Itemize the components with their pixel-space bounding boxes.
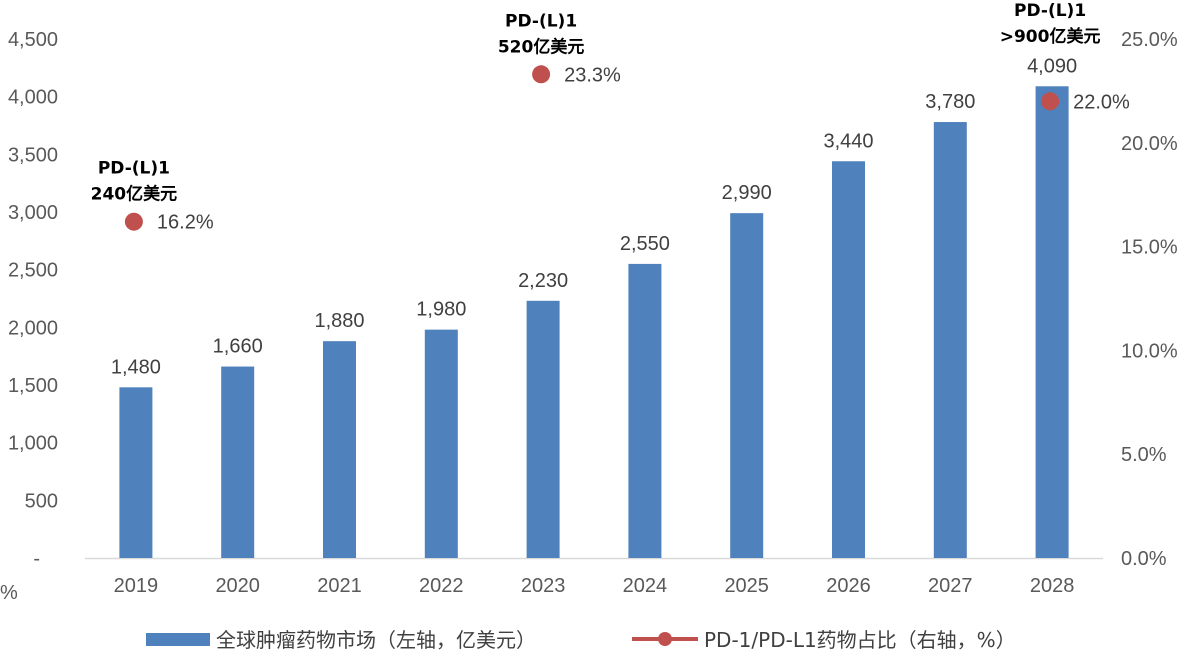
annotation-line: 240亿美元 [91, 184, 178, 205]
x-tick-label: 2023 [521, 575, 566, 597]
bar [628, 263, 662, 558]
bar [323, 341, 356, 558]
left-unit-fragment: % [0, 582, 18, 604]
left-tick-label: 3,500 [8, 144, 58, 166]
right-tick-label: 15.0% [1121, 237, 1178, 259]
annotation-line: PD-(L)1 [505, 11, 577, 31]
bar-series [119, 86, 1069, 559]
left-tick-label: 4,000 [8, 87, 58, 109]
bar [1035, 86, 1069, 558]
legend-swatch-bar [146, 633, 210, 646]
legend: 全球肿瘤药物市场（左轴，亿美元） PD-1/PD-L1药物占比（右轴，%） [146, 628, 1016, 652]
right-tick-label: 10.0% [1121, 340, 1178, 362]
x-tick-label: 2027 [928, 575, 973, 597]
bar [832, 161, 865, 558]
legend-label: 全球肿瘤药物市场（左轴，亿美元） [216, 628, 536, 652]
bar [221, 366, 255, 558]
left-tick-label: - [33, 548, 40, 570]
left-tick-label: 1,500 [8, 375, 58, 397]
x-tick-labels: 2019 2020 2021 2022 2023 2024 2025 2026 2027 2028 [114, 575, 1075, 597]
x-tick-label: 2024 [623, 575, 668, 597]
bar-value-label: 1,480 [111, 356, 161, 378]
left-tick-label: 2,000 [8, 317, 58, 339]
legend-swatch-marker [658, 632, 672, 646]
ratio-value-label: 22.0% [1073, 91, 1130, 113]
annotations: PD-(L)1 240亿美元 PD-(L)1 520亿美元 PD-(L)1 >900亿美元 [91, 1, 1101, 205]
left-tick-label: 3,000 [8, 202, 58, 224]
annotation-line: >900亿美元 [1000, 26, 1101, 47]
right-axis-ticks: 0.0% 5.0% 10.0% 15.0% 20.0% 25.0% [1121, 29, 1178, 570]
bar-value-label: 1,880 [314, 310, 364, 332]
bar-value-label: 3,780 [925, 91, 975, 113]
ratio-points: 16.2% 23.3% 22.0% [124, 64, 1130, 234]
annotation-line: 520亿美元 [498, 36, 585, 57]
left-tick-label: 2,500 [8, 260, 58, 282]
bar [119, 387, 153, 558]
ratio-value-label: 16.2% [157, 212, 214, 234]
right-tick-label: 25.0% [1121, 29, 1178, 51]
bar [424, 329, 458, 558]
bar [730, 213, 764, 559]
bar-value-label: 1,980 [416, 299, 466, 321]
bar-data-labels: 1,480 1,660 1,880 1,980 2,230 2,550 2,990 3,440… [111, 55, 1077, 378]
left-tick-label: 1,000 [8, 433, 58, 455]
bar-value-label: 2,990 [722, 182, 772, 204]
left-axis-ticks: - 500 1,000 1,500 2,000 2,500 3,000 3,500 4,000 4… [8, 29, 58, 570]
x-tick-label: 2022 [419, 575, 464, 597]
x-tick-label: 2028 [1030, 575, 1075, 597]
bar-value-label: 2,230 [518, 270, 568, 292]
right-tick-label: 5.0% [1121, 444, 1167, 466]
right-tick-label: 0.0% [1121, 548, 1167, 570]
left-tick-label: 500 [25, 490, 58, 512]
x-tick-label: 2019 [114, 575, 159, 597]
annotation-line: PD-(L)1 [98, 159, 170, 179]
bar-value-label: 1,660 [213, 336, 263, 358]
ratio-point [532, 65, 551, 84]
bar [933, 122, 967, 558]
x-tick-label: 2020 [215, 575, 260, 597]
bar [526, 300, 560, 558]
ratio-value-label: 23.3% [564, 64, 621, 86]
x-tick-label: 2025 [724, 575, 769, 597]
annotation-line: PD-(L)1 [1014, 1, 1086, 21]
left-tick-label: 4,500 [8, 29, 58, 51]
bar-value-label: 3,440 [823, 130, 873, 152]
right-tick-label: 20.0% [1121, 133, 1178, 155]
x-tick-label: 2021 [317, 575, 362, 597]
ratio-point [124, 212, 143, 231]
ratio-point [1041, 92, 1060, 111]
legend-label: PD-1/PD-L1药物占比（右轴，%） [704, 628, 1016, 652]
x-tick-label: 2026 [826, 575, 871, 597]
bar-value-label: 4,090 [1027, 55, 1077, 77]
bar-value-label: 2,550 [620, 233, 670, 255]
